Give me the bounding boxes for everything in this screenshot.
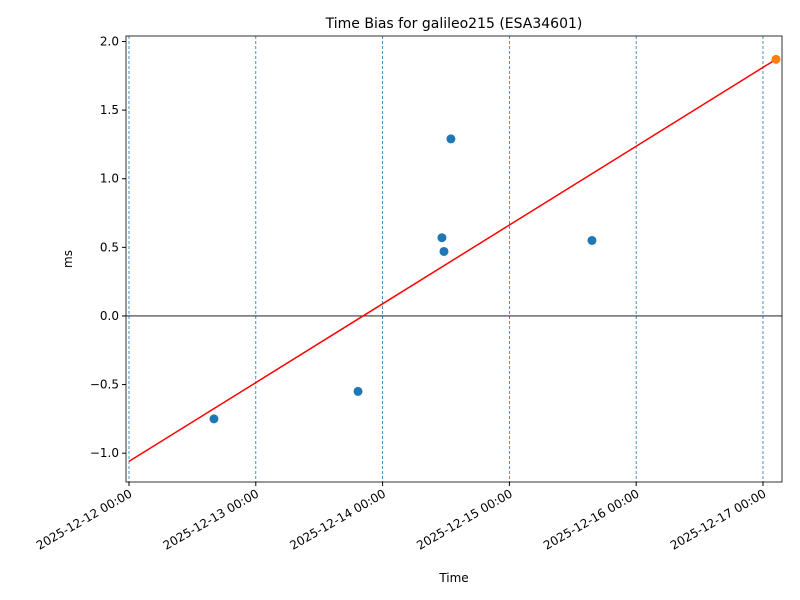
- point: [437, 233, 447, 243]
- point: [587, 235, 597, 245]
- y-tick-label: −0.5: [90, 378, 119, 392]
- y-tick-label: 2.0: [100, 34, 119, 48]
- y-tick-label: 1.5: [100, 103, 119, 117]
- plot-frame: [125, 35, 783, 483]
- point: [209, 414, 219, 424]
- y-tick-label: 0.0: [100, 309, 119, 323]
- chart-title: Time Bias for galileo215 (ESA34601): [325, 16, 583, 32]
- y-tick-label: 0.5: [100, 240, 119, 254]
- point: [439, 246, 449, 256]
- y-axis-label: ms: [61, 250, 75, 268]
- x-axis-label: Time: [438, 571, 468, 585]
- point: [771, 54, 781, 64]
- point: [446, 134, 456, 144]
- y-tick-label: 1.0: [100, 172, 119, 186]
- fit-line: [128, 58, 777, 463]
- point: [353, 386, 363, 396]
- y-tick-label: −1.0: [90, 446, 119, 460]
